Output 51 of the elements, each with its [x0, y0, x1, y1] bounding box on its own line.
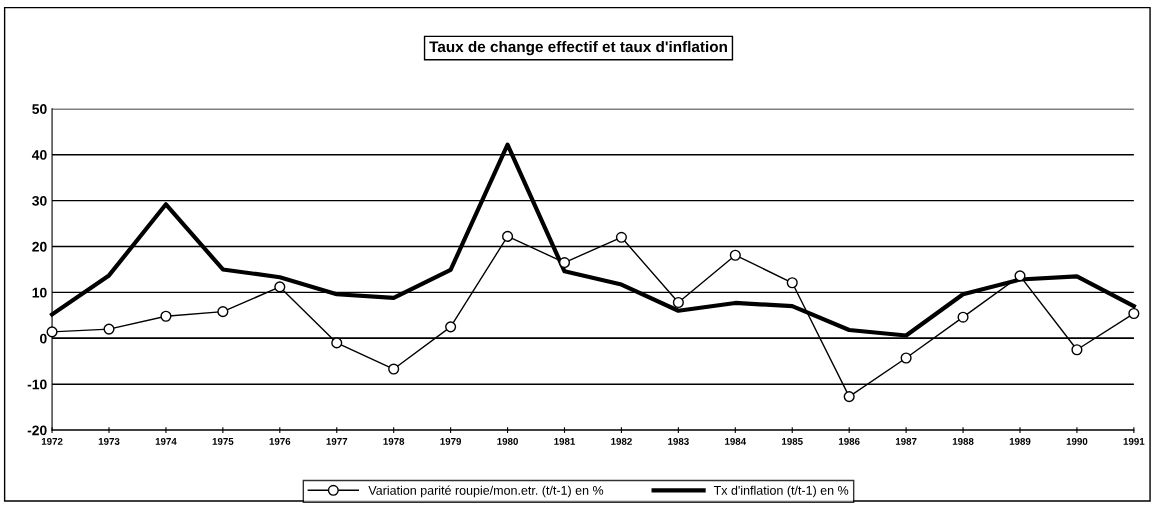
chart-title: Taux de change effectif et taux d'inflation [429, 40, 727, 56]
x-tick-label: 1977 [326, 438, 348, 445]
point [672, 296, 684, 309]
point [1128, 307, 1140, 320]
point [1014, 270, 1026, 282]
point [445, 321, 457, 333]
point [615, 231, 627, 243]
y-tick-label: -20 [27, 425, 47, 436]
y-tick-label: 20 [32, 241, 47, 252]
point [46, 326, 58, 338]
x-tick-label: 1988 [952, 438, 974, 445]
x-tick-label: 1980 [497, 438, 518, 445]
y-tick-label: 30 [32, 195, 47, 206]
x-tick-label: 1987 [895, 438, 917, 445]
point [786, 277, 798, 289]
x-tick-label: 1976 [269, 438, 291, 445]
x-tick-label: 1979 [440, 438, 462, 445]
x-tick-label: 1985 [782, 438, 803, 445]
x-tick-label: 1982 [611, 438, 632, 445]
point [900, 352, 912, 364]
x-tick-label: 1990 [1066, 438, 1088, 445]
point [331, 337, 343, 349]
point [558, 257, 571, 269]
x-tick-label: 1972 [41, 438, 63, 445]
y-tick-label: 50 [32, 104, 47, 114]
legend-label: Variation parité roupie/mon.etr. (t/t-1) en % [368, 485, 604, 498]
y-tick-label: 0 [40, 333, 47, 344]
point [274, 281, 286, 293]
point [160, 310, 172, 322]
point [1071, 344, 1083, 356]
x-tick-label: 1991 [1123, 438, 1145, 445]
x-tick-label: 1973 [98, 438, 120, 445]
legend-label: Tx d'inflation (t/t-1) en % [713, 485, 849, 498]
x-tick-label: 1984 [725, 438, 747, 445]
point [388, 363, 400, 375]
x-tick-label: 1974 [155, 438, 177, 445]
point [502, 230, 514, 242]
y-tick-label: 40 [31, 150, 47, 160]
x-tick-label: 1978 [383, 438, 405, 445]
point [957, 311, 969, 323]
point [217, 306, 229, 318]
point [729, 249, 741, 261]
y-tick-label: 10 [32, 287, 47, 298]
x-tick-label: 1986 [838, 438, 860, 445]
y-tick-label: -10 [27, 379, 47, 390]
x-tick-label: 1983 [668, 438, 689, 445]
x-tick-label: 1975 [212, 438, 234, 445]
point [843, 391, 855, 403]
point [103, 323, 115, 335]
x-tick-label: 1981 [554, 438, 576, 445]
x-tick-label: 1989 [1009, 438, 1031, 445]
